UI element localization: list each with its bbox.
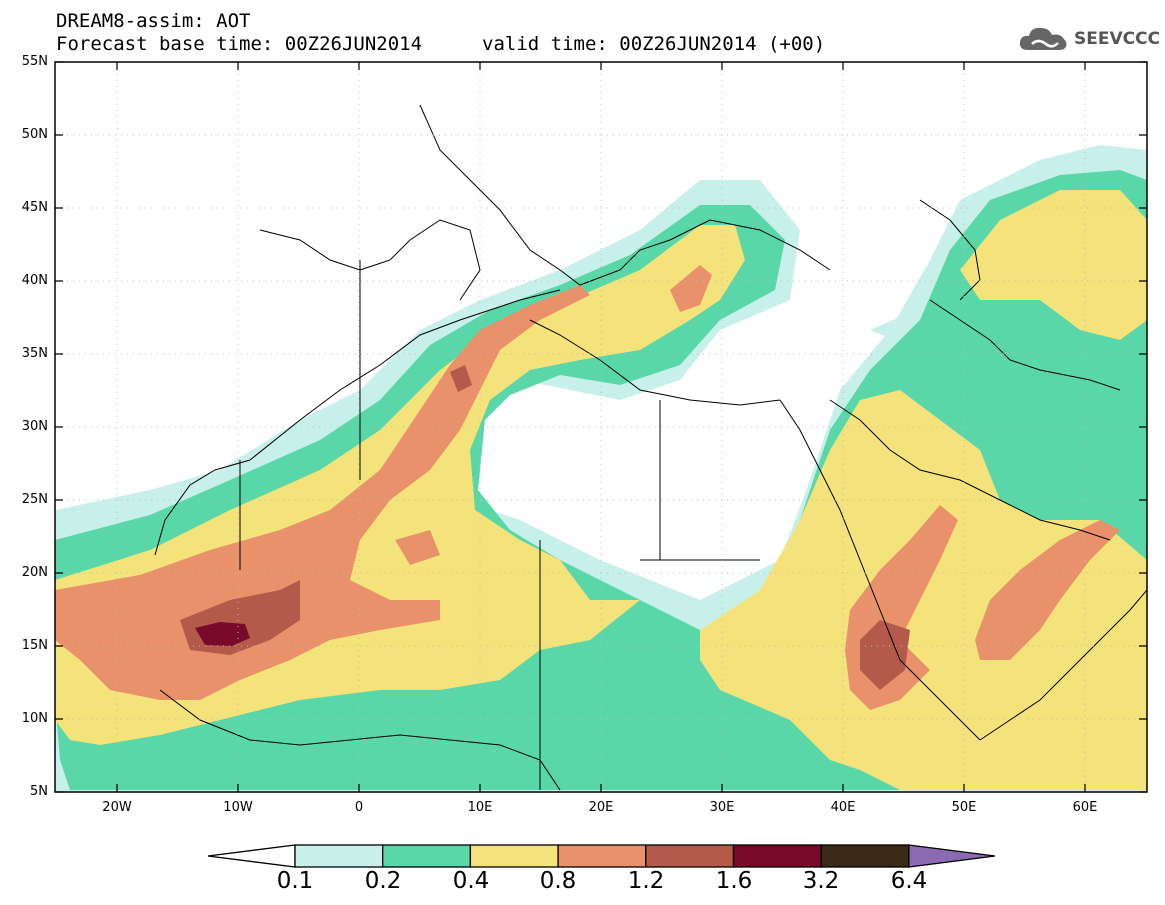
aot-field xyxy=(55,62,1147,792)
coastlines xyxy=(154,104,1147,791)
legend-label: 6.4 xyxy=(890,868,928,894)
axis-ticks xyxy=(55,61,1147,793)
legend-label: 0.8 xyxy=(539,868,577,894)
lon-label: 10W xyxy=(223,800,253,815)
lon-label: 50E xyxy=(951,800,977,815)
lat-label: 45N xyxy=(21,200,48,215)
lat-label: 40N xyxy=(21,273,48,288)
lat-label: 25N xyxy=(21,492,48,507)
aot-level-1.6 xyxy=(195,622,250,646)
seevccc-logo: SEEVCCC xyxy=(1018,24,1160,54)
lat-label: 15N xyxy=(21,638,48,653)
legend-label: 0.2 xyxy=(364,868,402,894)
lon-label: 10E xyxy=(467,800,493,815)
lon-label: 30E xyxy=(709,800,735,815)
lat-label: 20N xyxy=(21,565,48,580)
lon-label: 20W xyxy=(102,800,132,815)
lat-label: 10N xyxy=(21,711,48,726)
lon-label: 40E xyxy=(830,800,856,815)
lon-label: 0 xyxy=(354,800,364,815)
lat-label: 35N xyxy=(21,346,48,361)
lat-label: 55N xyxy=(21,54,48,69)
map-title: DREAM8-assim: AOT xyxy=(56,10,251,32)
lon-label: 60E xyxy=(1072,800,1098,815)
legend-label: 0.4 xyxy=(452,868,490,894)
forecast-base-time: Forecast base time: 00Z26JUN2014 xyxy=(56,33,423,55)
legend-label: 1.2 xyxy=(627,868,665,894)
logo-text: SEEVCCC xyxy=(1074,29,1161,49)
lat-label: 5N xyxy=(30,784,48,799)
valid-time: valid time: 00Z26JUN2014 (+00) xyxy=(482,33,826,55)
lon-label: 20E xyxy=(588,800,614,815)
legend-label: 3.2 xyxy=(802,868,840,894)
cloud-icon xyxy=(1019,27,1067,50)
lat-label: 30N xyxy=(21,419,48,434)
graticule xyxy=(55,62,1147,792)
lat-label: 50N xyxy=(21,127,48,142)
legend-label: 0.1 xyxy=(276,868,314,894)
legend-label: 1.6 xyxy=(715,868,753,894)
